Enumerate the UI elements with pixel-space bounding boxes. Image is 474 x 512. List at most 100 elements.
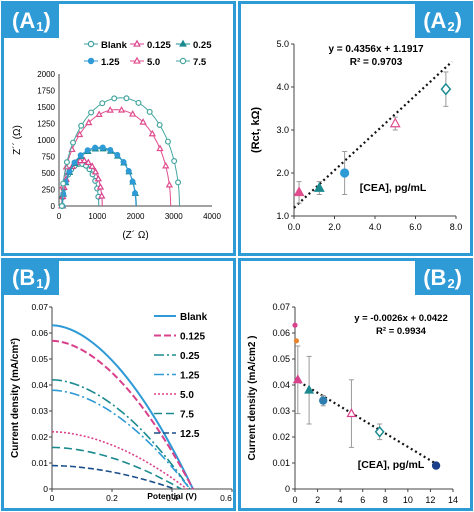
legend-label-b1: 1.25: [180, 371, 200, 382]
nyquist-point: [80, 156, 88, 164]
nyquist-point: [77, 152, 84, 159]
nyquist-point: [76, 156, 84, 164]
x-tick-label-b2: 0: [292, 495, 297, 505]
y-tick-label-b1: 0.05: [31, 354, 48, 364]
nyquist-point: [120, 159, 127, 166]
y-axis-label-a1: Z´´ (Ω): [11, 125, 23, 155]
nyquist-point: [95, 110, 103, 118]
x-axis-label-a1: (Z´ Ω): [122, 229, 148, 241]
y-tick-label-a2: 1.0: [276, 211, 289, 221]
y-tick-label-a1: 750: [42, 153, 56, 162]
data-point-b2: [292, 322, 298, 328]
x-tick-label-a1: 4000: [203, 212, 221, 221]
data-point-b2: [431, 461, 441, 470]
nyquist-point: [114, 151, 121, 158]
x-tick-label-a1: 0: [57, 212, 62, 221]
nyquist-point: [165, 180, 174, 188]
x-tick-label-a2: 8.0: [450, 222, 463, 232]
nyquist-point: [135, 99, 142, 106]
x-tick-label-a2: 0.0: [288, 222, 301, 232]
nyquist-point: [99, 100, 106, 107]
y-tick-label-b2: 0.06: [272, 328, 290, 338]
chart-a1: 0 1000 2000 3000 4000 0 250 500 750 1000 1250 1500 1…: [11, 39, 221, 241]
y-tick-label-b2: 0.02: [272, 432, 290, 442]
panel-a2-label-close: ): [454, 8, 462, 33]
panel-a1-label-close: ): [43, 8, 51, 33]
y-tick-label-a2: 3.0: [276, 125, 289, 135]
nyquist-point: [84, 158, 93, 166]
legend-label-b1: 7.5: [180, 410, 194, 421]
chart-b2: 0 2 4 6 8 10 12 14 0 0.01 0.02 0.03 0.04 0.05 0.06 0.07…: [247, 302, 458, 505]
x-tick-label-a1: 3000: [165, 212, 183, 221]
panel-b2-label-main: (B: [423, 265, 447, 290]
iv-curve-b1-0: [51, 324, 194, 490]
nyquist-point: [84, 147, 91, 154]
nyquist-point: [123, 95, 130, 102]
y-tick-label-b2: 0.07: [272, 302, 290, 312]
y-tick-label-a2: 4.0: [276, 82, 289, 92]
nyquist-point: [63, 159, 70, 166]
legend-label-b1: 5.0: [180, 390, 194, 401]
nyquist-point: [88, 162, 96, 169]
y-tick-label-a1: 0: [51, 202, 56, 211]
y-tick-label-b1: 0.01: [31, 458, 48, 468]
nyquist-point: [91, 167, 100, 175]
panel-b2-label: (B2): [415, 261, 470, 295]
nyquist-point: [70, 139, 77, 146]
nyquist-point: [78, 122, 85, 129]
panel-b2: (B2) 0 2 4 6 8 10 12 14 0 0.01 0.02 0.03 0.04 0.05 0.0…: [238, 258, 473, 511]
chart-a2: 0.0 2.0 4.0 6.0 8.0 1.0 2.0 3.0 4.0 5.0 (Rct, kΩ) y…: [250, 39, 463, 232]
legend-label-a1: 0.125: [147, 40, 171, 51]
y-tick-label-b2: 0: [285, 484, 290, 494]
x-tick-label-a1: 1000: [88, 212, 106, 221]
panel-b2-label-close: ): [454, 265, 462, 290]
nyquist-point: [98, 191, 106, 199]
x-tick-label-b1: 0.2: [106, 493, 118, 503]
data-point-b2: [319, 396, 328, 405]
x-tick-label-b2: 2: [315, 495, 320, 505]
y-tick-label-b2: 0.03: [272, 406, 290, 416]
legend-label-b1: 12.5: [180, 429, 200, 440]
panel-b1: (B1) 0 0.2 0.4 0.6 0 0.01 0.02 0.03 0.04 0.05 0.06…: [1, 258, 236, 511]
y-tick-label-b2: 0.05: [272, 354, 290, 364]
series-a1-5: [58, 95, 182, 210]
nyquist-point: [156, 121, 163, 128]
nyquist-point: [139, 118, 147, 125]
nyquist-point: [156, 144, 164, 152]
data-point-a2: [389, 117, 401, 128]
y-tick-label-a1: 500: [42, 169, 56, 178]
legend-label-b1: Blank: [180, 312, 208, 323]
nyquist-point: [88, 109, 95, 116]
x-axis-label-b2: [CEA], pg/mL: [358, 459, 425, 471]
data-point-b2: [346, 408, 357, 418]
nyquist-point: [129, 178, 136, 185]
iv-curve-b1-2: [51, 379, 191, 490]
x-tick-label-a1: 2000: [127, 212, 145, 221]
y-tick-label-b1: 0.04: [31, 380, 48, 390]
data-point-a2: [440, 82, 452, 96]
data-point-b2: [292, 374, 303, 384]
nyquist-point: [85, 118, 93, 126]
nyquist-point: [107, 147, 114, 154]
nyquist-point: [96, 182, 105, 190]
panel-b1-label: (B1): [4, 261, 59, 295]
iv-curve-b1-6: [51, 464, 176, 490]
y-tick-label-a1: 2000: [37, 70, 55, 79]
y-tick-label-a1: 1750: [37, 87, 55, 96]
data-point-b2: [304, 384, 315, 394]
x-tick-label-a2: 2.0: [328, 222, 341, 232]
y-tick-label-b1: 0: [43, 484, 48, 494]
x-tick-label-b2: 4: [338, 495, 343, 505]
legend-marker-a1: [179, 39, 187, 47]
panel-b1-label-sub: 1: [36, 276, 44, 291]
x-tick-label-b2: 10: [403, 495, 413, 505]
iv-curve-b1-4: [51, 431, 188, 490]
y-tick-label-a1: 1250: [37, 120, 55, 129]
nyquist-point: [66, 168, 73, 175]
y-axis-label-b2: Current density (mA/cm2 ): [247, 335, 258, 460]
r-squared-a2: R² = 0.9703: [350, 57, 403, 68]
nyquist-point: [175, 179, 182, 186]
legend-label-a1: 1.25: [101, 57, 120, 68]
nyquist-point: [164, 138, 171, 145]
